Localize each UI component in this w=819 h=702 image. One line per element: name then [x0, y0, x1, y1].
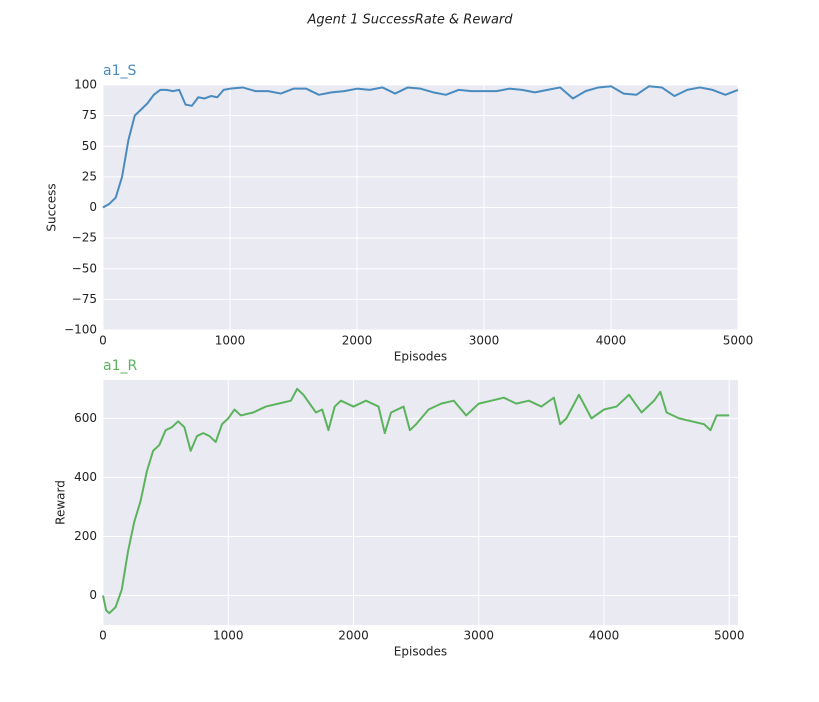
x-tick-label: 3000 — [469, 334, 500, 348]
x-tick-label: 0 — [99, 334, 107, 348]
x-tick-label: 1000 — [213, 629, 244, 643]
x-axis-label: Episodes — [394, 645, 447, 659]
y-tick-label: 75 — [82, 108, 97, 122]
x-tick-label: 4000 — [596, 334, 627, 348]
y-tick-label: 600 — [74, 411, 97, 425]
y-tick-label: −100 — [64, 323, 97, 337]
y-tick-label: 400 — [74, 470, 97, 484]
x-tick-label: 0 — [99, 629, 107, 643]
x-tick-label: 3000 — [463, 629, 494, 643]
y-tick-label: 100 — [74, 78, 97, 92]
subplot-title: a1_S — [103, 63, 136, 79]
series-line — [102, 387, 730, 615]
y-axis-label: Reward — [54, 480, 68, 525]
figure-title: Agent 1 SuccessRate & Reward — [306, 13, 513, 28]
y-tick-label: 0 — [89, 200, 97, 214]
x-tick-label: 1000 — [215, 334, 246, 348]
x-tick-label: 5000 — [714, 629, 745, 643]
subplot-title: a1_R — [103, 358, 137, 374]
series-line — [102, 85, 739, 209]
y-axis-label: Success — [45, 183, 59, 231]
x-tick-label: 2000 — [338, 629, 369, 643]
x-tick-label: 4000 — [589, 629, 620, 643]
x-axis-label: Episodes — [394, 350, 447, 364]
x-tick-label: 2000 — [342, 334, 373, 348]
plot-area — [103, 380, 738, 625]
y-tick-label: −50 — [72, 261, 97, 275]
y-tick-label: 0 — [89, 588, 97, 602]
y-tick-label: −75 — [72, 292, 97, 306]
y-tick-label: −25 — [72, 231, 97, 245]
y-tick-label: 50 — [82, 139, 97, 153]
y-tick-label: 25 — [82, 169, 97, 183]
y-tick-label: 200 — [74, 529, 97, 543]
x-tick-label: 5000 — [723, 334, 754, 348]
